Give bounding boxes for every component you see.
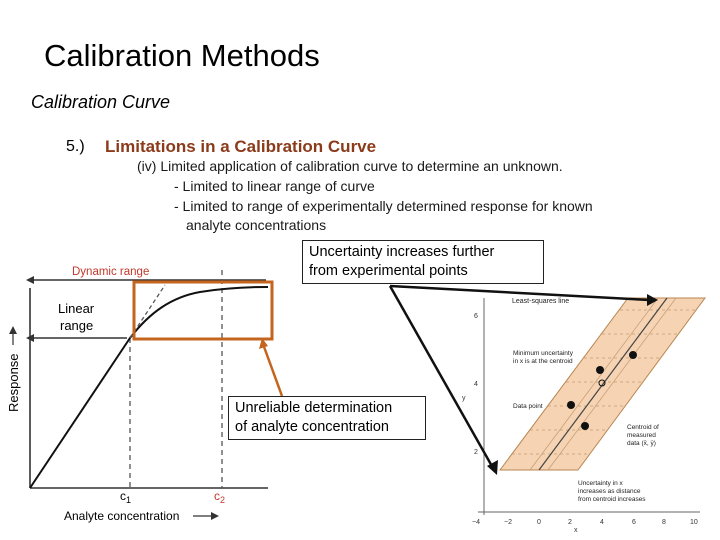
centroid-label-2: measured — [627, 432, 656, 439]
linear-label-1: Linear — [58, 301, 95, 316]
data-point — [581, 422, 589, 430]
uncertainty-arrow-bottom — [388, 285, 495, 469]
c1-label: c1 — [120, 489, 131, 505]
x-axis-label: Analyte concentration — [64, 509, 179, 523]
data-point — [596, 366, 604, 374]
centroid-marker — [598, 379, 606, 387]
unreliable-callout: Unreliable determination of analyte conc… — [228, 396, 426, 440]
centroid-label-3: data (x̄, ȳ) — [627, 440, 656, 447]
linear-extrapolation-line — [129, 284, 166, 339]
data-point-label: Data point — [513, 403, 543, 410]
min-uncertainty-label-2: in x is at the centroid — [513, 358, 573, 365]
x-axis-letter: x — [574, 527, 578, 534]
bullet-point-iv: (iv) Limited application of calibration … — [137, 158, 563, 174]
nonlinear-highlight-box — [132, 280, 274, 341]
uncertainty-x-label-1: Uncertainty in x — [578, 480, 624, 487]
y-tick: 4 — [474, 381, 478, 388]
dynamic-range-label: Dynamic range — [72, 266, 149, 278]
x-tick: −4 — [472, 519, 480, 526]
bullet-experimental-range: - Limited to range of experimentally det… — [174, 198, 593, 214]
x-tick: 0 — [537, 519, 541, 526]
callout-line: Unreliable determination — [235, 400, 393, 416]
bullet-linear-range: - Limited to linear range of curve — [174, 178, 375, 194]
x-tick: 8 — [662, 519, 666, 526]
item-number: 5.) — [66, 138, 85, 155]
x-tick: 4 — [600, 519, 604, 526]
data-point — [567, 401, 575, 409]
callout-line: of analyte concentration — [235, 419, 389, 435]
unreliable-connector — [261, 343, 284, 397]
least-squares-label: Least-squares line — [512, 298, 569, 305]
x-tick: 2 — [568, 519, 572, 526]
uncertainty-x-label-2: increases as distance — [578, 488, 641, 495]
linear-label-2: range — [60, 318, 93, 333]
uncertainty-arrow-top — [389, 284, 651, 302]
y-tick: 6 — [474, 313, 478, 320]
uncertainty-callout: Uncertainty increases further from exper… — [302, 240, 544, 284]
y-axis-letter: y — [462, 395, 466, 402]
c2-label: c2 — [214, 489, 225, 505]
section-heading: Limitations in a Calibration Curve — [105, 137, 377, 156]
slide-title: Calibration Methods — [44, 38, 320, 73]
least-squares-figure: Least-squares line Minimum uncertainty i… — [462, 297, 706, 534]
calibration-curve — [29, 286, 269, 489]
callout-line: from experimental points — [309, 263, 468, 279]
bullet-analyte-concentrations: analyte concentrations — [186, 217, 327, 233]
uncertainty-x-label-3: from centroid increases — [578, 496, 646, 503]
x-tick: 6 — [632, 519, 636, 526]
slide-subtitle: Calibration Curve — [31, 92, 171, 112]
x-tick: 10 — [690, 519, 698, 526]
callout-line: Uncertainty increases further — [309, 244, 495, 260]
data-point — [629, 351, 637, 359]
y-tick: 2 — [474, 449, 478, 456]
min-uncertainty-label-1: Minimum uncertainty — [513, 350, 574, 357]
centroid-label-1: Centroid of — [627, 424, 659, 431]
x-tick: −2 — [504, 519, 512, 526]
y-axis-label: Response — [6, 353, 21, 412]
